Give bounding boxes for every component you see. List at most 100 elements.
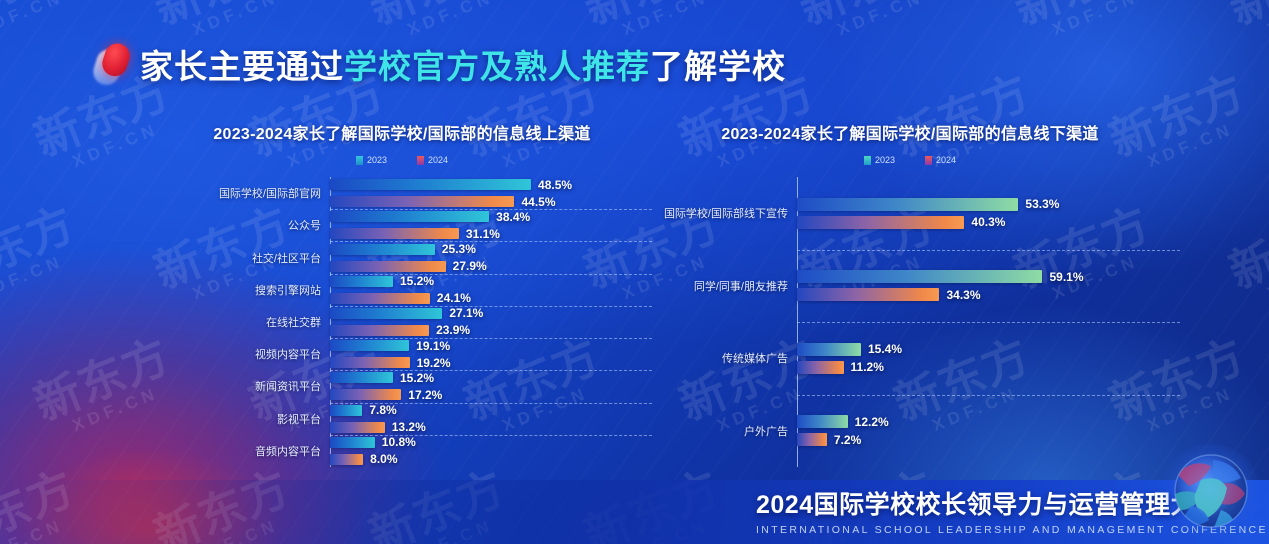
chart-bar-2024[interactable]: 13.2% (330, 420, 652, 434)
chart-bar-2023[interactable]: 59.1% (797, 270, 1180, 284)
chart-row: 新闻资讯平台 15.2% 17.2% (152, 370, 652, 402)
bar-value-label: 27.9% (452, 259, 487, 274)
bar-value-label: 40.3% (971, 215, 1006, 230)
chart-row: 搜索引擎网站 15.2% 24.1% (152, 274, 652, 306)
chart-category-label: 户外广告 (744, 425, 788, 438)
chart-bar-2024[interactable]: 7.2% (797, 433, 1180, 447)
chart-bar-2023[interactable]: 53.3% (797, 197, 1180, 211)
chart-bar-2023[interactable]: 15.2% (330, 371, 652, 385)
chart-row: 公众号 38.4% 31.1% (152, 209, 652, 241)
bar-value-label: 59.1% (1049, 269, 1084, 284)
bar-value-label: 11.2% (850, 360, 884, 375)
bottom-banner: 2024国际学校校长领导力与运营管理大会 INTERNATIONAL SCHOO… (0, 444, 1269, 544)
chart-gridline (330, 305, 652, 307)
bar-rect (330, 211, 490, 223)
chart-bar-group: 10.8% 8.0% (330, 435, 652, 466)
chart-bar-group: 53.3% 40.3% (797, 197, 1180, 229)
chart-gridline (330, 209, 652, 211)
banner-text-block: 2024国际学校校长领导力与运营管理大会 INTERNATIONAL SCHOO… (756, 485, 1268, 536)
bar-value-label: 10.8% (381, 435, 416, 450)
chart-bar-2024[interactable]: 31.1% (330, 227, 652, 241)
chart-legend-offline: 2023 2024 (640, 155, 1180, 165)
chart-bar-2023[interactable]: 19.1% (330, 339, 652, 353)
chart-bar-group: 7.8% 13.2% (330, 403, 652, 434)
chart-category-label: 影视平台 (277, 413, 321, 426)
legend-item-2024[interactable]: 2024 (417, 155, 448, 165)
chart-bar-2023[interactable]: 38.4% (330, 210, 652, 224)
chart-bar-2023[interactable]: 7.8% (330, 403, 652, 417)
chart-gridline (330, 241, 652, 243)
chart-bar-2024[interactable]: 19.2% (330, 356, 652, 370)
chart-bar-group: 19.1% 19.2% (330, 339, 652, 370)
bar-value-label: 19.1% (416, 338, 451, 353)
bar-rect (330, 357, 410, 369)
bar-rect (330, 404, 363, 416)
bullet-marker-icon (89, 38, 134, 89)
legend-item-2023[interactable]: 2023 (863, 155, 895, 165)
chart-category-label: 国际学校/国际部官网 (218, 188, 321, 201)
bar-value-label: 7.2% (833, 432, 862, 447)
chart-row: 音频内容平台 10.8% 8.0% (152, 435, 652, 467)
bar-value-label: 53.3% (1025, 197, 1060, 212)
bar-rect (330, 372, 393, 384)
page-title: 家长主要通过学校官方及熟人推荐了解学校 (89, 40, 786, 89)
legend-label-2023: 2023 (874, 155, 895, 165)
chart-bar-2024[interactable]: 8.0% (330, 452, 652, 466)
chart-gridline (330, 370, 652, 372)
legend-label-2024: 2024 (428, 155, 449, 165)
chart-bar-2024[interactable]: 34.3% (797, 288, 1180, 302)
chart-row: 户外广告 12.2% 7.2% (640, 395, 1180, 468)
page-title-suffix: 了解学校 (650, 48, 786, 85)
chart-bar-2023[interactable]: 27.1% (330, 306, 652, 320)
chart-bar-2023[interactable]: 48.5% (330, 178, 652, 192)
bar-value-label: 27.1% (449, 306, 484, 321)
legend-swatch-2024-icon (417, 155, 424, 165)
legend-swatch-2023-icon (863, 155, 871, 165)
chart-row: 传统媒体广告 15.4% 11.2% (640, 322, 1180, 395)
bar-rect (330, 292, 430, 304)
bar-value-label: 15.2% (400, 274, 435, 289)
bar-value-label: 31.1% (465, 226, 500, 241)
chart-title-online: 2023-2024家长了解国际学校/国际部的信息线上渠道 (213, 126, 591, 143)
chart-bar-2024[interactable]: 24.1% (330, 291, 652, 305)
chart-category-label: 音频内容平台 (255, 445, 321, 458)
legend-label-2024: 2024 (936, 155, 957, 165)
chart-gridline (330, 434, 652, 436)
chart-gridline (330, 338, 652, 340)
chart-bar-2023[interactable]: 25.3% (330, 242, 652, 256)
chart-gridline (330, 402, 652, 404)
chart-bar-2023[interactable]: 12.2% (797, 415, 1180, 429)
bar-rect (330, 260, 446, 272)
chart-bar-group: 15.4% 11.2% (797, 342, 1180, 374)
chart-bar-group: 12.2% 7.2% (797, 415, 1180, 447)
chart-body-online: 国际学校/国际部官网 48.5% 44.5% 公众号 38.4% 31.1% 社交/社区平台… (152, 177, 652, 467)
chart-category-label: 国际学校/国际部线下宣传 (663, 208, 788, 221)
chart-bar-2024[interactable]: 11.2% (797, 360, 1180, 374)
chart-bar-2023[interactable]: 15.2% (330, 274, 652, 288)
legend-label-2023: 2023 (366, 155, 387, 165)
chart-row: 视频内容平台 19.1% 19.2% (152, 338, 652, 370)
chart-bar-2024[interactable]: 27.9% (330, 259, 652, 273)
bar-rect (330, 324, 430, 336)
chart-bar-2024[interactable]: 23.9% (330, 323, 652, 337)
bar-rect (797, 415, 848, 429)
bar-rect (797, 197, 1019, 211)
chart-bar-2024[interactable]: 17.2% (330, 388, 652, 402)
page-title-highlight: 学校官方及熟人推荐 (344, 48, 650, 85)
bar-value-label: 13.2% (391, 420, 426, 435)
chart-bar-2024[interactable]: 44.5% (330, 195, 652, 209)
chart-bar-2024[interactable]: 40.3% (797, 215, 1180, 229)
bar-rect (797, 360, 844, 374)
chart-panel-offline: 2023-2024家长了解国际学校/国际部的信息线下渠道 2023 2024 国… (640, 120, 1180, 467)
chart-legend-online: 2023 2024 (152, 155, 652, 165)
bar-rect (330, 228, 459, 240)
chart-category-label: 视频内容平台 (255, 349, 321, 362)
chart-panel-online: 2023-2024家长了解国际学校/国际部的信息线上渠道 2023 2024 国… (152, 120, 652, 467)
legend-item-2024[interactable]: 2024 (925, 155, 956, 165)
legend-item-2023[interactable]: 2023 (355, 155, 387, 165)
chart-bar-2023[interactable]: 10.8% (330, 435, 652, 449)
bar-value-label: 24.1% (436, 291, 471, 306)
chart-bar-2023[interactable]: 15.4% (797, 342, 1180, 356)
bar-rect (797, 288, 940, 302)
